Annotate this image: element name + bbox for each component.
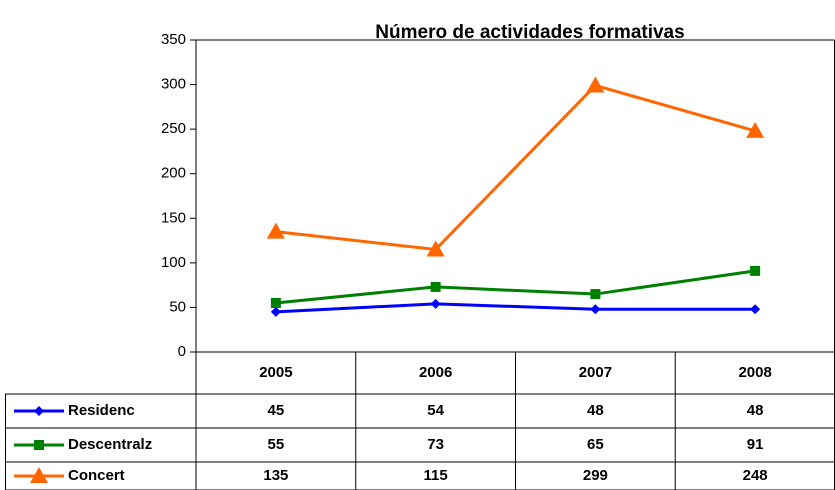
marker xyxy=(746,121,765,138)
marker xyxy=(430,298,441,309)
table-value: 48 xyxy=(747,402,764,419)
x-tick-label: 2007 xyxy=(579,364,612,381)
marker xyxy=(266,222,285,239)
marker xyxy=(590,289,601,300)
legend-label: Residenc xyxy=(68,402,135,419)
marker xyxy=(30,467,48,483)
marker xyxy=(430,281,441,292)
y-tick-label: 300 xyxy=(161,76,186,93)
y-tick-label: 0 xyxy=(178,343,186,360)
table-value: 45 xyxy=(268,402,285,419)
x-tick-label: 2006 xyxy=(419,364,452,381)
series-line xyxy=(275,302,756,314)
marker xyxy=(750,265,761,276)
table-value: 135 xyxy=(263,467,288,484)
legend-label: Descentralz xyxy=(68,436,152,453)
x-tick-label: 2005 xyxy=(259,364,292,381)
table-value: 115 xyxy=(424,467,448,484)
marker xyxy=(270,297,281,308)
marker xyxy=(270,306,281,317)
x-tick-label: 2008 xyxy=(738,364,771,381)
table-value: 73 xyxy=(427,436,444,453)
marker xyxy=(426,240,445,257)
chart-title: Número de actividades formativas xyxy=(375,22,684,43)
y-tick-label: 150 xyxy=(161,209,186,226)
legend-label: Concert xyxy=(68,467,125,484)
marker xyxy=(34,440,44,450)
y-tick-label: 350 xyxy=(161,31,186,48)
y-tick-label: 50 xyxy=(169,298,186,315)
marker xyxy=(586,76,605,93)
y-tick-label: 100 xyxy=(161,254,186,271)
series-line xyxy=(275,83,756,252)
marker xyxy=(590,304,601,315)
table-value: 248 xyxy=(743,467,768,484)
series-line xyxy=(275,269,756,305)
table-value: 48 xyxy=(587,402,604,419)
marker xyxy=(34,406,44,416)
table-value: 55 xyxy=(268,436,285,453)
marker xyxy=(750,304,761,315)
table-value: 65 xyxy=(587,436,604,453)
table-value: 91 xyxy=(747,436,764,453)
table-value: 54 xyxy=(427,402,444,419)
table-value: 299 xyxy=(583,467,608,484)
y-tick-label: 250 xyxy=(161,120,186,137)
y-tick-label: 200 xyxy=(161,165,186,182)
